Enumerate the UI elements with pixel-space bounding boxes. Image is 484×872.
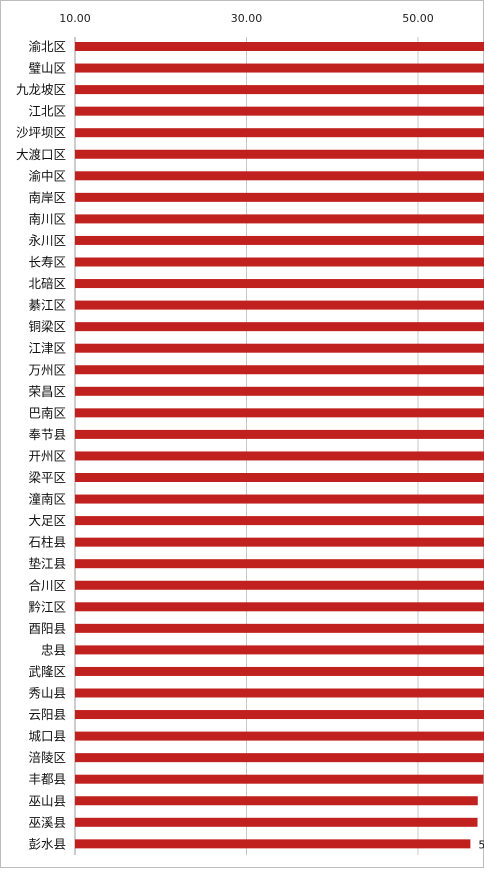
category-label: 江北区 bbox=[28, 104, 66, 119]
category-label: 璧山区 bbox=[28, 61, 66, 76]
category-label: 綦江区 bbox=[28, 298, 66, 313]
bars bbox=[75, 42, 484, 849]
bar bbox=[75, 731, 484, 741]
category-label: 巫山县 bbox=[28, 793, 66, 808]
bar bbox=[75, 171, 484, 181]
category-label: 酉阳县 bbox=[28, 621, 66, 636]
bar bbox=[75, 602, 484, 612]
bar bbox=[75, 214, 484, 224]
category-label: 北碚区 bbox=[28, 276, 66, 291]
bar bbox=[75, 85, 484, 95]
bar bbox=[75, 106, 484, 116]
bar bbox=[75, 559, 484, 569]
category-label: 永川区 bbox=[28, 233, 66, 248]
category-label: 黔江区 bbox=[28, 599, 66, 614]
value-label: 56.11 bbox=[478, 838, 484, 851]
bar bbox=[75, 322, 484, 332]
category-label: 九龙坡区 bbox=[16, 82, 66, 97]
bar bbox=[75, 257, 484, 267]
bar bbox=[75, 408, 484, 418]
bar bbox=[75, 63, 484, 73]
bar bbox=[75, 300, 484, 310]
bar bbox=[75, 688, 484, 698]
category-label: 武隆区 bbox=[28, 664, 66, 679]
x-tick-label: 50.00 bbox=[402, 12, 434, 25]
bar bbox=[75, 710, 484, 720]
bar bbox=[75, 666, 484, 676]
category-label: 涪陵区 bbox=[28, 750, 66, 765]
category-label: 铜梁区 bbox=[28, 319, 66, 334]
bar bbox=[75, 623, 484, 633]
bar bbox=[75, 365, 484, 375]
bar bbox=[75, 537, 484, 547]
bar bbox=[75, 279, 484, 289]
bar bbox=[75, 494, 484, 504]
bar bbox=[75, 343, 484, 353]
bar bbox=[75, 149, 484, 159]
bar bbox=[75, 645, 484, 655]
bar bbox=[75, 796, 478, 806]
category-label: 沙坪坝区 bbox=[16, 125, 66, 140]
bar bbox=[75, 839, 471, 849]
category-label: 南川区 bbox=[28, 211, 66, 226]
category-label: 梁平区 bbox=[28, 470, 66, 485]
category-label: 秀山县 bbox=[28, 686, 66, 701]
category-label: 奉节县 bbox=[28, 427, 66, 442]
category-label: 巴南区 bbox=[28, 405, 66, 420]
category-label: 石柱县 bbox=[28, 535, 66, 550]
x-tick-label: 10.00 bbox=[59, 12, 91, 25]
bar bbox=[75, 235, 484, 245]
bar bbox=[75, 192, 484, 202]
bar bbox=[75, 516, 484, 526]
x-tick-label: 30.00 bbox=[231, 12, 263, 25]
category-label: 长寿区 bbox=[28, 255, 66, 270]
category-label: 潼南区 bbox=[28, 492, 66, 507]
bar bbox=[75, 451, 484, 461]
bar bbox=[75, 42, 484, 51]
category-label: 南岸区 bbox=[28, 190, 66, 205]
bar bbox=[75, 753, 484, 763]
category-label: 忠县 bbox=[41, 642, 66, 657]
category-label: 荣昌区 bbox=[28, 384, 66, 399]
category-label: 垫江县 bbox=[28, 556, 66, 571]
category-labels: 渝北区璧山区九龙坡区江北区沙坪坝区大渡口区渝中区南岸区南川区永川区长寿区北碚区綦… bbox=[16, 39, 66, 851]
category-label: 巫溪县 bbox=[28, 815, 66, 830]
category-label: 云阳县 bbox=[28, 707, 66, 722]
category-label: 江津区 bbox=[28, 341, 66, 356]
value-labels: 88.3374.2373.6073.0072.3972.1170.1269.67… bbox=[478, 838, 484, 851]
category-label: 丰都县 bbox=[28, 772, 66, 787]
bar bbox=[75, 128, 484, 138]
bar bbox=[75, 386, 484, 396]
category-label: 合川区 bbox=[28, 578, 66, 593]
category-label: 大渡口区 bbox=[16, 147, 66, 162]
bar bbox=[75, 817, 478, 827]
category-label: 渝中区 bbox=[28, 168, 66, 183]
category-label: 万州区 bbox=[28, 362, 66, 377]
category-label: 渝北区 bbox=[28, 39, 66, 54]
category-label: 开州区 bbox=[28, 448, 66, 463]
bar bbox=[75, 429, 484, 439]
category-label: 大足区 bbox=[28, 513, 66, 528]
bar bbox=[75, 580, 484, 590]
bar bbox=[75, 774, 484, 784]
category-label: 彭水县 bbox=[28, 836, 66, 851]
bar bbox=[75, 473, 484, 482]
category-label: 城口县 bbox=[28, 729, 66, 744]
